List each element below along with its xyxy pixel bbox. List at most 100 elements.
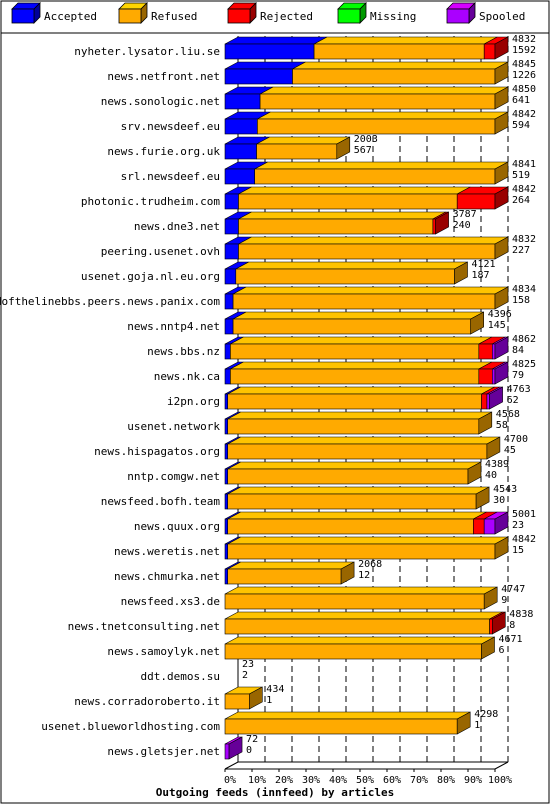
value-label-offered: 72 [246, 734, 258, 745]
bar-group [224, 561, 355, 585]
bar-segment-refused [224, 718, 458, 735]
bar-end-cap [336, 136, 351, 160]
bar-segment-refused [227, 543, 496, 560]
bar-segment-top [230, 361, 492, 370]
bar-end-cap [494, 36, 509, 60]
bar-group [224, 186, 509, 210]
bar-segment-refused [224, 593, 485, 610]
value-label-accepted: 62 [507, 395, 519, 406]
legend-item-rejected: Rejected [227, 2, 313, 24]
bar-segment-top [232, 286, 509, 295]
value-label-accepted: 45 [504, 445, 516, 456]
bar-group [224, 136, 351, 160]
category-label: news.netfront.net [107, 70, 220, 83]
legend-swatch-rejected [227, 8, 251, 24]
value-label-accepted: 519 [512, 170, 530, 181]
bar-segment-accepted [224, 568, 229, 585]
value-label-accepted: 2 [242, 670, 248, 681]
value-label-offered: 4825 [512, 359, 536, 370]
bar-segment-top [238, 211, 447, 220]
bar-segment-rejected [478, 368, 493, 385]
category-label: news.sonologic.net [101, 95, 220, 108]
bar-segment-accepted [224, 118, 258, 135]
value-label-offered: 4121 [472, 259, 496, 270]
value-label-offered: 434 [266, 684, 284, 695]
value-label-accepted: 158 [512, 295, 530, 306]
value-label-offered: 4845 [512, 59, 536, 70]
bar-group [224, 611, 506, 635]
bar-end-cap [494, 161, 509, 185]
bar-end-cap [489, 386, 503, 410]
value-label-accepted: 1226 [512, 70, 536, 81]
value-label-accepted: 6 [499, 645, 505, 656]
bar-segment-accepted [224, 393, 229, 410]
category-label: news.chmurka.net [114, 570, 220, 583]
legend-swatch-accepted [11, 8, 35, 24]
bar-segment-accepted [224, 468, 229, 485]
legend-label-rejected: Rejected [260, 10, 313, 23]
value-label-accepted: 40 [485, 470, 497, 481]
value-label-accepted: 240 [453, 220, 471, 231]
bar-segment-top [259, 86, 509, 95]
bar-segment-top [227, 536, 509, 545]
x-axis: 0% 10% 20% 30% 40% 50% 60% 70% 80% 90% 100% [224, 761, 512, 786]
bar-segment-top [235, 261, 468, 270]
bar-segment-top [238, 236, 509, 245]
bar-segment-refused [257, 118, 496, 135]
bar-segment-top [292, 61, 509, 70]
bar-group [224, 286, 509, 310]
category-label: news.nntp4.net [127, 320, 220, 333]
bar-group [224, 736, 243, 760]
bar-segment-top [313, 36, 498, 45]
bar-segment-accepted [224, 168, 256, 185]
bar-segment-top [227, 511, 487, 520]
bar-segment-top [254, 161, 509, 170]
bar-segment-top [227, 386, 495, 395]
category-labels: nyheter.lysator.liu.se news.netfront.net n… [0, 45, 220, 758]
legend-swatch-spooled [446, 8, 470, 24]
bar-group [224, 436, 501, 460]
bar-end-cap [483, 586, 498, 610]
bar-end-cap [478, 411, 493, 435]
bar-segment-accepted [224, 368, 231, 385]
bar-segment-refused [227, 518, 474, 535]
bar-group [224, 161, 509, 185]
bar-end-cap [340, 561, 355, 585]
bar-group [224, 86, 509, 110]
category-label: news.hispagatos.org [94, 445, 220, 458]
bar-segment-top [224, 711, 471, 720]
category-label: news.dne3.net [134, 220, 220, 233]
value-label-accepted: 641 [512, 95, 530, 106]
bar-segment-top [232, 311, 484, 320]
bar-segment-top [238, 186, 471, 195]
x-tick-label: 100% [488, 775, 512, 786]
bar-group [224, 61, 509, 85]
category-label: nyheter.lysator.liu.se [74, 45, 220, 58]
bar-group [224, 686, 263, 710]
category-label: news.gletsjer.net [107, 745, 220, 758]
value-label-offered: 5001 [512, 509, 536, 520]
bar-end-cap [475, 486, 490, 510]
value-label-offered: 23 [242, 659, 254, 670]
category-label: news.tnetconsulting.net [68, 620, 220, 633]
x-tick-label: 80% [437, 775, 455, 786]
value-label-offered: 4850 [512, 84, 536, 95]
bar-segment-refused [232, 318, 472, 335]
bar-segment-rejected [473, 518, 485, 535]
x-tick-label: 40% [329, 775, 347, 786]
bar-end-cap [456, 711, 471, 735]
value-label-accepted: 15 [512, 545, 524, 556]
bar-end-cap [494, 536, 509, 560]
bar-end-cap [494, 336, 509, 360]
bar-end-cap [467, 461, 482, 485]
bar-group [224, 511, 509, 535]
bar-end-cap [494, 511, 509, 535]
value-label-accepted: 8 [509, 620, 515, 631]
value-label-offered: 4298 [474, 709, 498, 720]
bar-segment-top [224, 586, 498, 595]
bar-segment-accepted [224, 143, 257, 160]
bar-segment-accepted [224, 268, 237, 285]
bar-end-cap [494, 86, 509, 110]
